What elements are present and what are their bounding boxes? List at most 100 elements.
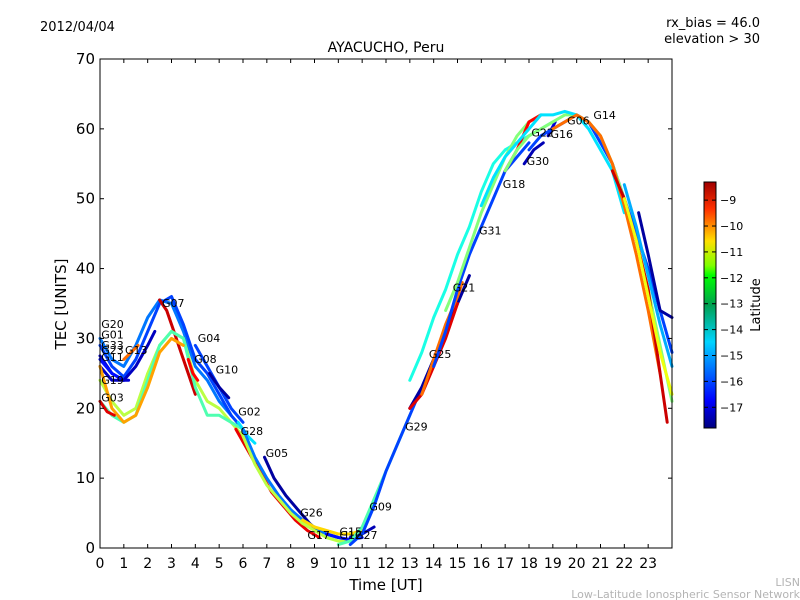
series-line-g15 <box>301 518 364 536</box>
y-tick-label: 20 <box>76 399 95 417</box>
series-line-g13 <box>122 343 140 361</box>
series-line-g20 <box>98 298 233 417</box>
x-tick-label: 1 <box>119 556 128 572</box>
satellite-label-g13: G13 <box>125 344 148 357</box>
satellite-label-g19: G19 <box>101 374 124 387</box>
y-tick-label: 50 <box>76 190 95 208</box>
x-tick-label: 13 <box>401 556 419 572</box>
satellite-label-g08: G08 <box>194 353 217 366</box>
satellite-label-g07: G07 <box>162 297 185 310</box>
satellite-label-g17: G17 <box>307 529 330 542</box>
x-tick-label: 6 <box>239 556 248 572</box>
colorbar-tick-label: −12 <box>720 272 743 285</box>
x-tick-label: 5 <box>215 556 224 572</box>
series-line-g02 <box>236 420 257 445</box>
x-tick-label: 21 <box>592 556 610 572</box>
series-line-g21b <box>420 281 464 396</box>
x-tick-label: 17 <box>496 556 514 572</box>
series-line-g08 <box>186 357 200 382</box>
colorbar-tick-label: −9 <box>720 194 736 207</box>
y-tick-label: 40 <box>76 260 95 278</box>
satellite-label-g27: G27 <box>355 529 378 542</box>
x-tick-label: 18 <box>520 556 538 572</box>
colorbar <box>703 181 717 429</box>
series-line-g03c <box>98 399 116 417</box>
series-line-g26 <box>241 427 340 539</box>
x-tick-label: 3 <box>167 556 176 572</box>
satellite-label-g23: G23 <box>101 344 124 357</box>
colorbar-tick-label: −13 <box>720 298 743 311</box>
series-line-g10 <box>208 371 231 400</box>
colorbar-tick-label: −14 <box>720 324 743 337</box>
series-layer <box>98 109 674 546</box>
y-tick-label: 0 <box>85 539 95 557</box>
satellite-label-g10: G10 <box>216 363 239 376</box>
series-line-g06d <box>622 197 674 396</box>
series-line-g22 <box>444 113 543 312</box>
satellite-label-g15: G15 <box>340 525 363 538</box>
rx-bias-label: rx_bias = 46.0 <box>666 16 760 31</box>
x-tick-label: 9 <box>310 556 319 572</box>
colorbar-tick-label: −15 <box>720 349 743 362</box>
colorbar-tick-label: −16 <box>720 375 743 388</box>
satellite-label-g18: G18 <box>503 178 526 191</box>
satellite-label-g28: G28 <box>241 425 264 438</box>
satellite-label-g01: G01 <box>101 328 124 341</box>
satellite-label-g06: G06 <box>567 115 590 128</box>
satellite-label-g21: G21 <box>453 282 476 295</box>
satellite-label-g03: G03 <box>101 391 124 404</box>
x-tick-label: 20 <box>568 556 586 572</box>
x-axis-label: Time [UT] <box>348 576 422 594</box>
series-line-g30 <box>522 141 545 166</box>
series-line-g14d <box>610 169 669 424</box>
axis-ticks: 0 1 2 3 4 5 6 7 8 9 10 11 12 13 14 15 16 17 18 19 20 21 22 2301… <box>76 50 672 572</box>
series-line-g11 <box>98 329 157 382</box>
x-tick-label: 22 <box>615 556 633 572</box>
x-tick-label: 23 <box>639 556 657 572</box>
series-line-g06b <box>637 211 674 319</box>
satellite-label-g33: G33 <box>101 339 124 352</box>
x-tick-label: 10 <box>329 556 347 572</box>
colorbar-ticks: −9 −10 −11 −12 −13 −14 −15 −16 −17 <box>704 194 743 414</box>
x-tick-label: 12 <box>377 556 395 572</box>
network-full: Low-Latitude Ionospheric Sensor Network <box>571 588 800 600</box>
colorbar-tick-label: −17 <box>720 401 743 414</box>
x-tick-label: 15 <box>449 556 467 572</box>
satellite-label-g02: G02 <box>238 405 261 418</box>
x-tick-label: 8 <box>286 556 295 572</box>
colorbar-label: Latitude <box>749 278 764 332</box>
series-line-g01 <box>98 295 245 431</box>
y-tick-label: 70 <box>76 50 95 68</box>
colorbar-tick-label: −11 <box>720 246 743 259</box>
x-tick-label: 7 <box>262 556 271 572</box>
satellite-label-g30: G30 <box>527 155 550 168</box>
x-tick-label: 2 <box>143 556 152 572</box>
satellite-label-g14: G14 <box>593 109 616 122</box>
y-tick-label: 30 <box>76 329 95 347</box>
satellite-label-g26: G26 <box>300 507 323 520</box>
satellite-label-g04: G04 <box>198 332 221 345</box>
y-axis-label: TEC [UNITS] <box>52 259 70 351</box>
x-tick-label: 4 <box>191 556 200 572</box>
elevation-label: elevation > 30 <box>664 32 760 47</box>
satellite-label-g09: G09 <box>369 500 392 513</box>
series-line-g14c <box>551 113 662 375</box>
satellite-label-g12: G12 <box>340 529 363 542</box>
y-tick-label: 60 <box>76 120 95 138</box>
series-line-g31 <box>432 141 531 368</box>
satellite-label-g31: G31 <box>479 224 502 237</box>
y-tick-label: 10 <box>76 469 95 487</box>
satellite-label-g11: G11 <box>101 351 124 364</box>
date-label: 2012/04/04 <box>40 20 115 35</box>
satellite-label-g05: G05 <box>266 447 289 460</box>
chart-title: AYACUCHO, Peru <box>328 40 445 56</box>
x-tick-label: 11 <box>353 556 371 572</box>
x-tick-label: 14 <box>425 556 443 572</box>
satellite-label-g20: G20 <box>101 318 124 331</box>
series-line-g17 <box>241 434 352 543</box>
series-line-g06c <box>622 183 674 368</box>
x-tick-label: 19 <box>544 556 562 572</box>
series-line-g14b <box>479 109 626 215</box>
satellite-label-g25: G25 <box>429 348 452 361</box>
